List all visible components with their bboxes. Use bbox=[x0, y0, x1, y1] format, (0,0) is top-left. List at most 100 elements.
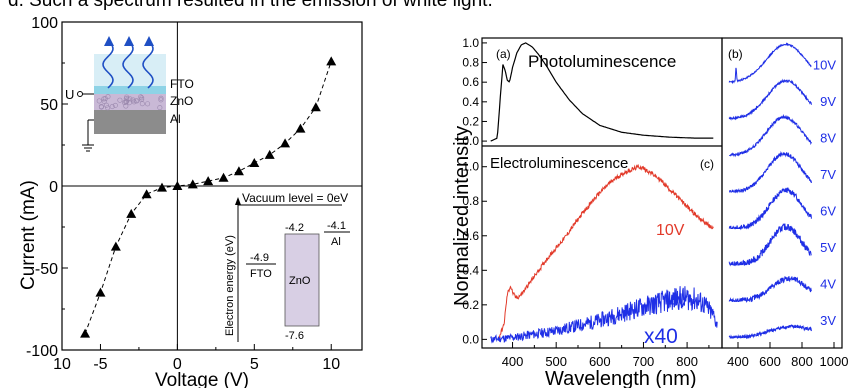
iv-ytick-label: 50 bbox=[40, 97, 58, 114]
al-value: -4.1 bbox=[327, 220, 346, 232]
zno-grain bbox=[96, 98, 102, 104]
spectra-xlabel: Wavelength (nm) bbox=[545, 368, 697, 388]
stack-xtick-label: 600 bbox=[759, 354, 781, 369]
zno-grain bbox=[158, 95, 164, 101]
iv-point bbox=[249, 158, 260, 168]
iv-xtick-label: -5 bbox=[93, 356, 107, 373]
stack-xtick-label: 800 bbox=[791, 354, 813, 369]
el-xtick-label: 600 bbox=[589, 354, 611, 369]
zno-grain bbox=[138, 94, 144, 100]
stack-series-label: 4V bbox=[820, 277, 836, 292]
iv-point bbox=[310, 102, 321, 112]
pl-title: Photoluminescence bbox=[528, 52, 676, 71]
iv-point bbox=[264, 149, 275, 159]
u-terminal bbox=[77, 91, 83, 97]
zno-grain bbox=[105, 105, 111, 111]
emission-arrowhead bbox=[144, 36, 154, 46]
fto-layer bbox=[94, 86, 166, 94]
zno-grain bbox=[123, 96, 129, 102]
iv-ytick-label: -100 bbox=[26, 343, 58, 360]
stack-line bbox=[729, 113, 812, 158]
iv-point bbox=[280, 138, 291, 148]
emission-arrowhead bbox=[124, 36, 134, 46]
pl-ytick-label: 1.0 bbox=[462, 36, 479, 50]
iv-point bbox=[172, 181, 183, 190]
caption-fragment: d. Such a spectrum resulted in the emiss… bbox=[0, 0, 850, 18]
el-10v-line bbox=[499, 163, 714, 338]
stack-line bbox=[728, 276, 812, 303]
emission-wave bbox=[142, 45, 154, 89]
iv-point bbox=[218, 172, 229, 182]
iv-xtick-label: 0 bbox=[173, 356, 182, 373]
stack-series-label: 3V bbox=[820, 313, 836, 328]
stack-data: 10V 9V 8V 7V 6V 5V 4V 3V bbox=[728, 42, 836, 340]
emission-arrowhead bbox=[104, 36, 114, 46]
pl-ytick-label: 0.4 bbox=[462, 95, 479, 109]
iv-point bbox=[326, 56, 337, 66]
iv-line bbox=[84, 61, 332, 334]
zno-band bbox=[284, 233, 320, 327]
iv-xtick-label: 10 bbox=[53, 356, 71, 373]
stack-line bbox=[728, 187, 812, 231]
el-ytick-label: 0.0 bbox=[462, 332, 479, 346]
stack-series-label: 6V bbox=[820, 204, 836, 219]
stack-series-label: 7V bbox=[820, 167, 836, 182]
pl-ytick-label: 0.2 bbox=[462, 114, 479, 128]
iv-xlabel: Voltage (V) bbox=[155, 370, 249, 388]
zno-grain bbox=[145, 101, 151, 107]
zno-grain bbox=[98, 104, 104, 110]
iv-xtick-label: 10 bbox=[322, 356, 340, 373]
el-title: Electroluminescence bbox=[490, 155, 628, 172]
iv-point bbox=[157, 182, 167, 192]
caption-text: d. Such a spectrum resulted in the emiss… bbox=[8, 0, 493, 11]
zno-texture bbox=[96, 94, 164, 111]
stack-panel-label: (b) bbox=[728, 47, 743, 61]
stack-series-label: 5V bbox=[820, 240, 836, 255]
zno-grain bbox=[139, 95, 145, 101]
stack-line bbox=[728, 223, 812, 267]
iv-xtick-label: 5 bbox=[250, 356, 259, 373]
stack-frame bbox=[721, 37, 843, 349]
el-10v-label: 10V bbox=[656, 222, 685, 239]
el-xtick-label: 400 bbox=[502, 354, 524, 369]
fto-label: FTO bbox=[170, 77, 194, 91]
zno-grain bbox=[117, 97, 123, 103]
el-ytick-label: 0.8 bbox=[462, 194, 479, 208]
emission-wave bbox=[102, 45, 114, 89]
al-label: Al bbox=[170, 112, 181, 126]
spectra-ylabel: Normalized intensity bbox=[451, 126, 473, 306]
stack-line bbox=[728, 78, 812, 121]
el-xtick-label: 800 bbox=[676, 354, 698, 369]
vacuum-label: Vacuum level = 0eV bbox=[242, 191, 348, 205]
pl-panel-label: (a) bbox=[496, 47, 511, 61]
zno-grain bbox=[139, 101, 145, 107]
zno-grain bbox=[157, 105, 163, 111]
el-4v-label: 4V bbox=[668, 294, 688, 311]
zno-grain bbox=[123, 103, 129, 109]
fto-value: -4.9 bbox=[250, 252, 269, 264]
iv-point bbox=[95, 287, 106, 297]
zno-bottom-value: -7.6 bbox=[285, 330, 304, 342]
band-ylabel: Electron energy (eV) bbox=[224, 235, 236, 336]
zno-grain bbox=[158, 97, 164, 103]
spectra-chart: 0.0 0.2 0.4 0.6 0.8 1.0 0.0 0.2 0.4 0.6 0.8 1.0 400… bbox=[451, 36, 723, 388]
stack-xtick-label: 400 bbox=[727, 354, 749, 369]
el-ytick-label: 1.0 bbox=[462, 160, 479, 174]
stack-line bbox=[728, 324, 812, 340]
zno-grain bbox=[101, 98, 107, 104]
stack-line bbox=[728, 42, 812, 85]
device-inset: U FTO ZnO Al bbox=[65, 36, 194, 152]
band-axis-arrow bbox=[235, 197, 241, 205]
stack-line bbox=[729, 151, 812, 194]
fto-band-label: FTO bbox=[250, 268, 272, 280]
zno-label: ZnO bbox=[170, 94, 193, 108]
zno-grain bbox=[102, 96, 108, 102]
pl-line bbox=[490, 42, 714, 142]
iv-point bbox=[126, 208, 137, 218]
el-x40-label: x40 bbox=[644, 325, 678, 348]
iv-point bbox=[110, 241, 121, 251]
pl-ytick-label: 0.0 bbox=[462, 134, 479, 148]
stack-series-label: 8V bbox=[820, 131, 836, 146]
